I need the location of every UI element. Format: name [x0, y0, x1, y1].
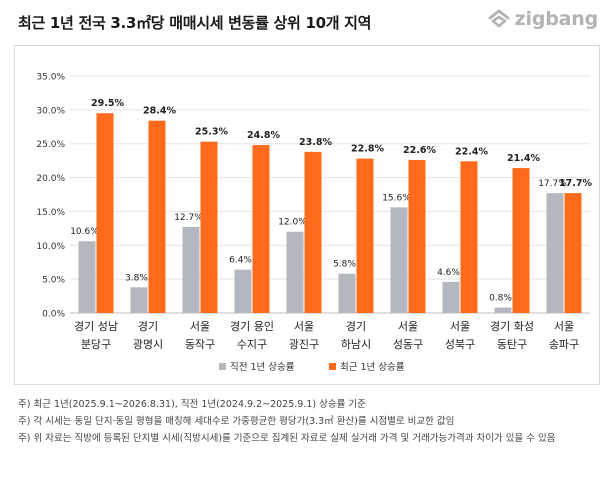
data-label-recent: 23.8% — [299, 137, 332, 148]
bar-previous-year — [182, 227, 200, 313]
data-label-previous: 15.6% — [382, 193, 411, 203]
bar-recent-year — [200, 141, 218, 313]
data-label-recent: 22.6% — [403, 145, 436, 156]
x-category-label: 경기 성남 — [74, 320, 118, 333]
y-tick-label: 35.0% — [36, 73, 65, 83]
data-label-recent: 17.7% — [559, 178, 592, 189]
bar-previous-year — [546, 193, 564, 313]
data-label-recent: 28.4% — [143, 106, 176, 117]
data-label-previous: 17.7% — [538, 179, 567, 189]
bar-previous-year — [78, 241, 96, 313]
bar-previous-year — [338, 273, 356, 313]
bar-chart: 0.0% 5.0% 10.0% 15.0% 20.0% 25.0% 30.0% 35.0% 10… — [36, 73, 592, 374]
y-tick-label: 30.0% — [36, 106, 65, 116]
data-label-previous: 3.8% — [125, 273, 148, 283]
data-label-previous: 12.7% — [174, 213, 203, 223]
footnote-method: 주) 각 시세는 동일 단지·동일 평형을 매칭해 세대수로 가중평균한 평당가… — [18, 416, 455, 427]
y-tick-label: 15.0% — [36, 208, 65, 218]
bar-previous-year — [234, 269, 252, 313]
bar-recent-year — [148, 120, 166, 313]
data-label-recent: 21.4% — [507, 153, 540, 164]
y-tick-label: 10.0% — [36, 242, 65, 252]
y-tick-label: 20.0% — [36, 174, 65, 184]
zigbang-logo-icon — [488, 9, 510, 28]
bar-recent-year — [512, 168, 530, 313]
x-category-label: 성북구 — [445, 338, 475, 351]
x-category-label: 하남시 — [341, 337, 371, 351]
data-label-previous: 0.8% — [489, 294, 512, 304]
x-category-label: 서울 — [554, 320, 574, 333]
legend-swatch — [219, 363, 226, 370]
bar-previous-year — [442, 281, 460, 313]
data-label-recent: 22.4% — [455, 146, 488, 157]
chart-area: 0.0% 5.0% 10.0% 15.0% 20.0% 25.0% 30.0% 35.0% 10… — [14, 45, 600, 385]
chart-title: 최근 1년 전국 3.3㎡당 매매시세 변동률 상위 10개 지역 — [18, 14, 372, 32]
data-label-previous: 5.8% — [333, 260, 356, 270]
y-tick-label: 25.0% — [36, 140, 65, 150]
brand-logo: zigbang — [487, 6, 598, 32]
data-label-previous: 6.4% — [229, 256, 252, 266]
x-category-label: 경기 용인 — [230, 320, 274, 333]
brand-name: zigbang — [514, 8, 599, 30]
legend-swatch — [329, 363, 336, 370]
bar-previous-year — [494, 307, 512, 313]
bar-recent-year — [252, 145, 270, 313]
x-category-label: 동탄구 — [497, 338, 527, 351]
x-category-label: 송파구 — [549, 338, 579, 351]
bar-recent-year — [564, 193, 582, 313]
x-category-label: 경기 — [346, 320, 366, 333]
bar-previous-year — [286, 231, 304, 313]
x-category-label: 성동구 — [393, 338, 423, 351]
x-category-label: 광진구 — [289, 338, 319, 351]
footnotes: 주) 최근 1년(2025.9.1~2026.8.31), 직전 1년(2024… — [18, 396, 598, 447]
bar-recent-year — [460, 161, 478, 313]
data-label-previous: 12.0% — [278, 218, 307, 228]
y-tick-label: 5.0% — [42, 276, 65, 286]
data-label-recent: 29.5% — [91, 98, 124, 109]
x-category-label: 광명시 — [133, 338, 163, 351]
x-category-label: 서울 — [398, 320, 418, 333]
x-category-label: 수지구 — [237, 338, 267, 351]
x-category-label: 서울 — [450, 320, 470, 333]
x-category-label: 동작구 — [185, 338, 215, 351]
footnote-period: 주) 최근 1년(2025.9.1~2026.8.31), 직전 1년(2024… — [18, 399, 366, 410]
x-category-label: 분당구 — [81, 338, 111, 351]
x-category-label: 경기 — [138, 320, 158, 333]
bar-recent-year — [408, 159, 426, 313]
data-label-recent: 25.3% — [195, 127, 228, 138]
footnote-source: 주) 위 자료는 직방에 등록된 단지별 시세(직방시세)를 기준으로 집계된 … — [18, 433, 556, 444]
x-category-label: 서울 — [294, 320, 314, 333]
bar-previous-year — [390, 207, 408, 313]
bar-recent-year — [356, 158, 374, 313]
legend-label: 직전 1년 상승률 — [230, 362, 295, 373]
data-label-recent: 24.8% — [247, 130, 280, 141]
data-label-previous: 4.6% — [437, 268, 460, 278]
x-category-label: 서울 — [190, 320, 210, 333]
y-tick-label: 0.0% — [42, 310, 65, 320]
data-label-previous: 10.6% — [70, 227, 99, 237]
data-label-recent: 22.8% — [351, 144, 384, 155]
bar-recent-year — [96, 113, 114, 313]
bar-recent-year — [304, 151, 322, 313]
bar-previous-year — [130, 287, 148, 313]
legend-label: 최근 1년 상승률 — [340, 362, 405, 373]
x-category-label: 경기 화성 — [490, 320, 534, 333]
